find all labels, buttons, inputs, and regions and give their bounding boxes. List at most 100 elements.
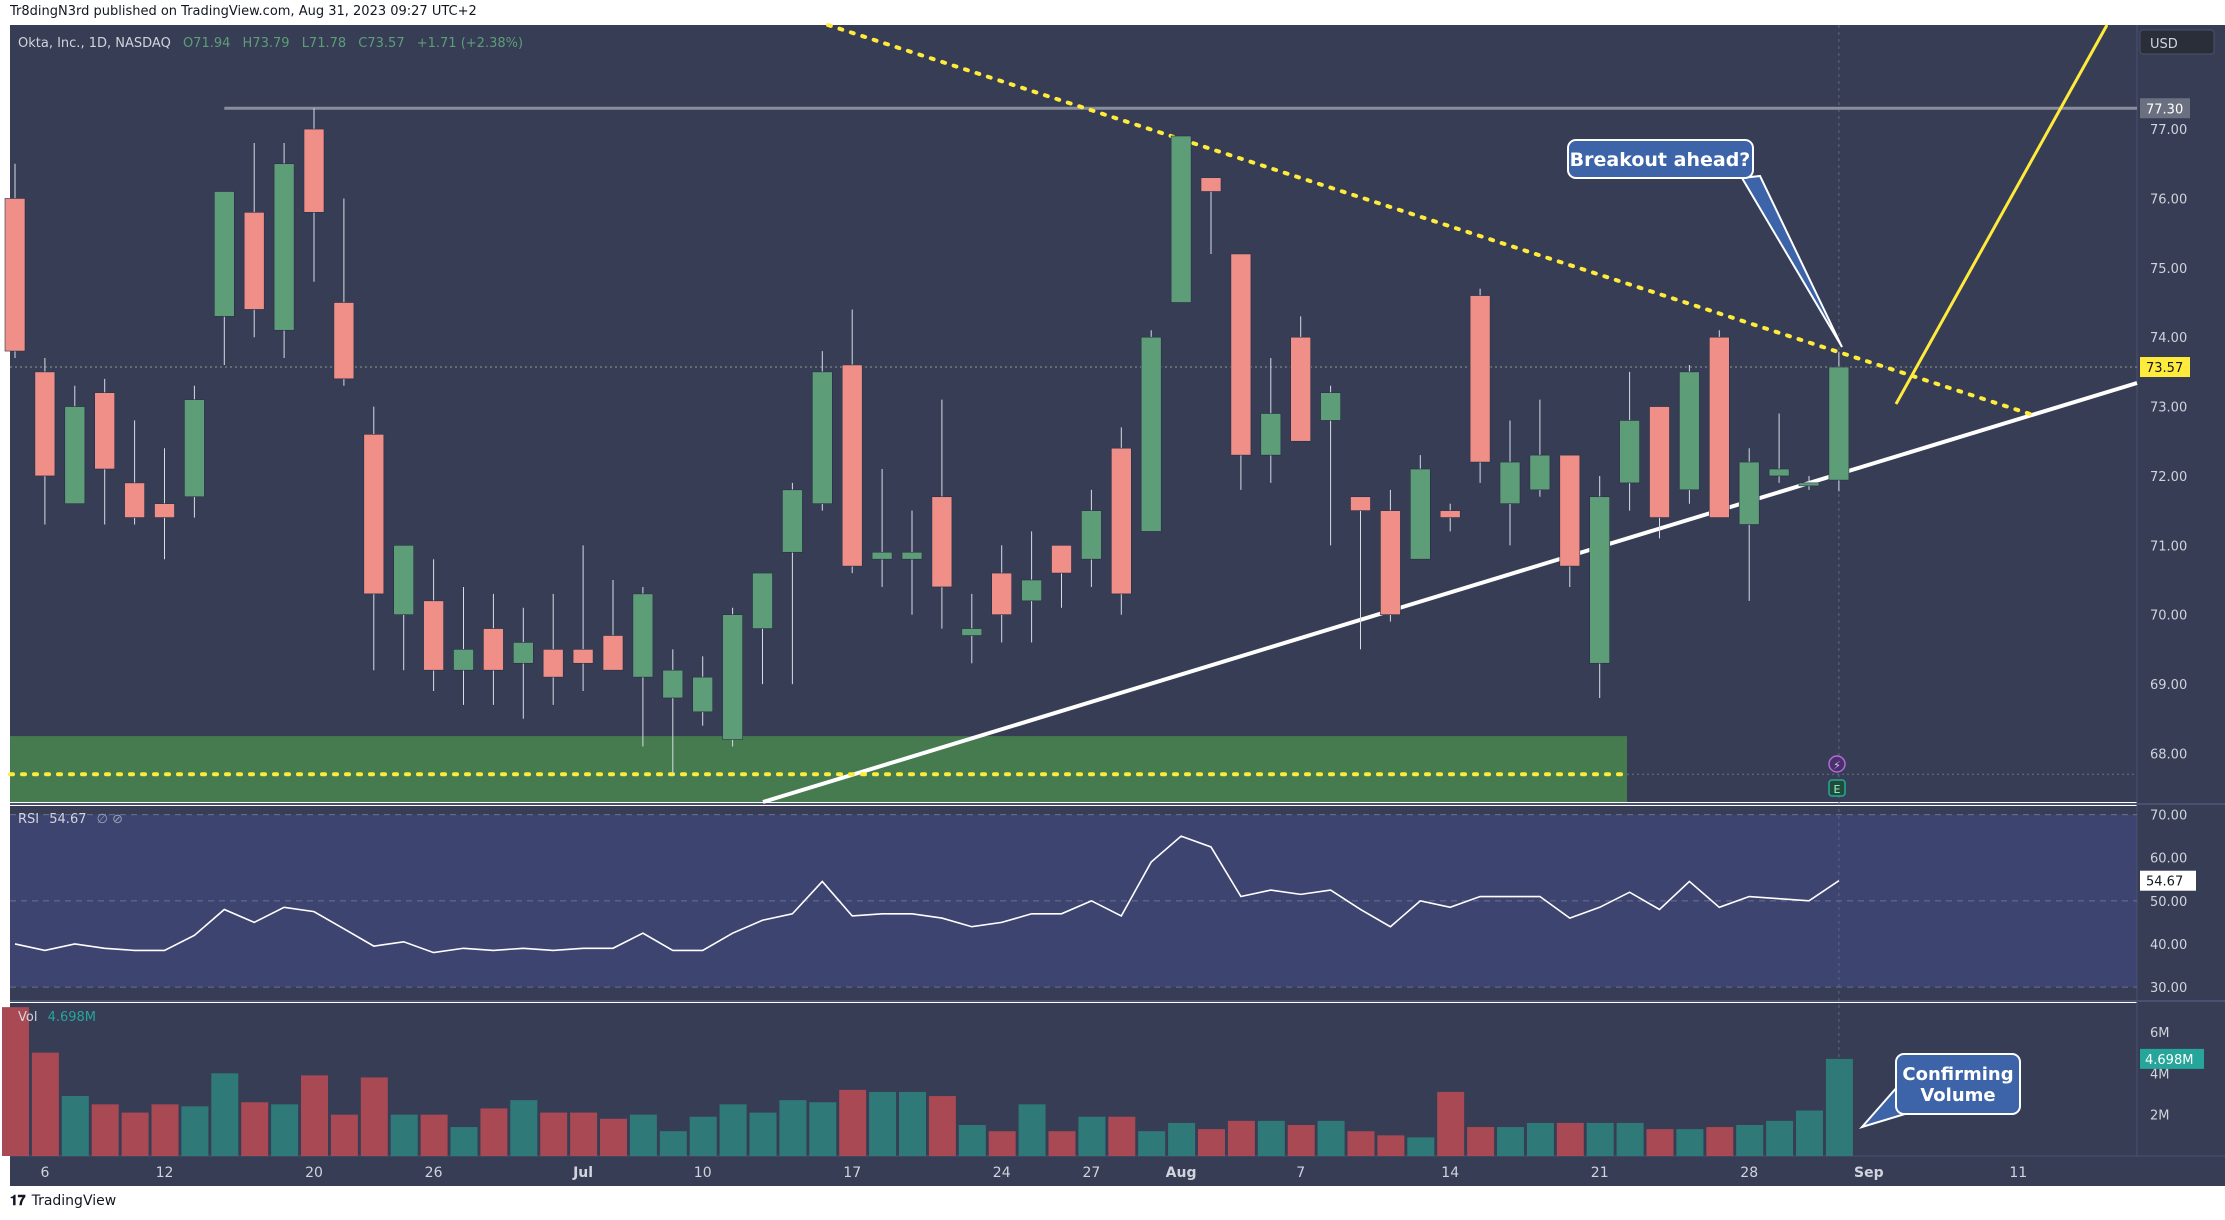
price-tick-label: 74.00 bbox=[2150, 331, 2187, 346]
candle[interactable] bbox=[692, 676, 714, 713]
volume-bar bbox=[540, 1112, 568, 1156]
tradingview-brand: TradingView bbox=[31, 1193, 117, 1209]
candle[interactable] bbox=[273, 163, 295, 331]
candle[interactable] bbox=[722, 614, 743, 740]
candle[interactable] bbox=[1410, 468, 1431, 560]
candle[interactable] bbox=[333, 302, 355, 380]
candle[interactable] bbox=[961, 628, 983, 636]
candle[interactable] bbox=[1170, 135, 1192, 303]
candle[interactable] bbox=[423, 600, 444, 671]
candle[interactable] bbox=[1828, 366, 1850, 481]
volume-bar bbox=[390, 1114, 418, 1156]
candle[interactable] bbox=[1380, 510, 1401, 615]
volume-text-1: Confirming bbox=[1902, 1064, 2013, 1085]
earnings-marker-icon[interactable] bbox=[1828, 779, 1846, 797]
candle[interactable] bbox=[901, 551, 923, 560]
candle[interactable] bbox=[34, 371, 56, 477]
candle[interactable] bbox=[1320, 392, 1341, 421]
price-axis bbox=[2137, 25, 2225, 1156]
candle[interactable] bbox=[1230, 253, 1252, 456]
candle[interactable] bbox=[1738, 461, 1760, 525]
price-tick-label: 68.00 bbox=[2150, 747, 2187, 762]
time-tick-label: 12 bbox=[156, 1165, 174, 1181]
volume-bar bbox=[271, 1104, 299, 1156]
candle[interactable] bbox=[184, 399, 205, 498]
candle[interactable] bbox=[1260, 413, 1282, 456]
candle[interactable] bbox=[1589, 496, 1610, 664]
candle[interactable] bbox=[1439, 510, 1461, 518]
candle[interactable] bbox=[154, 503, 175, 518]
candle[interactable] bbox=[752, 572, 773, 629]
candle[interactable] bbox=[303, 128, 325, 213]
candle[interactable] bbox=[991, 572, 1013, 615]
price-pane bbox=[10, 25, 2137, 802]
volume-bar bbox=[510, 1100, 538, 1156]
candle[interactable] bbox=[841, 364, 863, 567]
candle[interactable] bbox=[662, 669, 684, 699]
candle[interactable] bbox=[363, 434, 385, 595]
volume-bar bbox=[1078, 1116, 1106, 1156]
candle[interactable] bbox=[1290, 336, 1311, 442]
candle[interactable] bbox=[871, 551, 893, 560]
candle[interactable] bbox=[632, 593, 654, 678]
candle[interactable] bbox=[1051, 545, 1072, 574]
svg-text:RSI 54.67 ∅ ⊘: RSI 54.67 ∅ ⊘ bbox=[18, 812, 123, 827]
volume-bar bbox=[1796, 1110, 1823, 1156]
candle[interactable] bbox=[782, 489, 803, 553]
candle[interactable] bbox=[393, 545, 415, 615]
candle[interactable] bbox=[453, 649, 474, 671]
candle[interactable] bbox=[4, 198, 26, 352]
candle[interactable] bbox=[1529, 454, 1551, 491]
volume-bar bbox=[1526, 1122, 1554, 1156]
volume-bar bbox=[1377, 1135, 1405, 1156]
volume-bar bbox=[1556, 1122, 1584, 1156]
candle[interactable] bbox=[1768, 468, 1790, 477]
candle[interactable] bbox=[483, 628, 504, 671]
time-tick-label: 17 bbox=[843, 1165, 861, 1181]
volume-bar bbox=[241, 1102, 269, 1156]
time-tick-label: 6 bbox=[40, 1165, 49, 1181]
volume-bar bbox=[809, 1102, 837, 1156]
candle[interactable] bbox=[572, 649, 594, 664]
candle[interactable] bbox=[214, 191, 235, 317]
price-tick-label: 75.00 bbox=[2150, 262, 2187, 277]
price-tick-label: 72.00 bbox=[2150, 470, 2187, 485]
candle[interactable] bbox=[1140, 336, 1162, 532]
time-tick-label: 20 bbox=[305, 1165, 323, 1181]
candle[interactable] bbox=[1021, 579, 1042, 602]
candle[interactable] bbox=[243, 212, 265, 310]
volume-bar bbox=[181, 1106, 209, 1156]
rsi-label: RSI bbox=[18, 812, 39, 827]
currency-button[interactable] bbox=[2139, 29, 2215, 55]
vol-tick-label: 4M bbox=[2150, 1067, 2170, 1082]
price-tick-label: 71.00 bbox=[2150, 539, 2187, 554]
candle[interactable] bbox=[1679, 371, 1700, 491]
volume-bar bbox=[928, 1096, 956, 1156]
dividend-marker-icon[interactable] bbox=[1828, 755, 1846, 773]
candle[interactable] bbox=[1619, 420, 1640, 484]
volume-bar bbox=[1257, 1120, 1285, 1156]
time-tick-label: 21 bbox=[1591, 1165, 1609, 1181]
candle[interactable] bbox=[811, 371, 833, 504]
candle[interactable] bbox=[1081, 510, 1102, 560]
candle[interactable] bbox=[602, 635, 624, 671]
candle[interactable] bbox=[1649, 406, 1670, 518]
candle[interactable] bbox=[542, 649, 564, 678]
candle[interactable] bbox=[931, 496, 953, 588]
candle[interactable] bbox=[1559, 454, 1581, 567]
candle[interactable] bbox=[1499, 461, 1521, 504]
volume-bar bbox=[779, 1100, 807, 1156]
candle[interactable] bbox=[512, 642, 534, 664]
candle[interactable] bbox=[1200, 177, 1222, 192]
candle[interactable] bbox=[1709, 336, 1730, 518]
candle[interactable] bbox=[64, 406, 86, 504]
candle[interactable] bbox=[1798, 482, 1820, 487]
candle[interactable] bbox=[124, 482, 145, 518]
volume-bar bbox=[869, 1091, 897, 1156]
rsi-line bbox=[14, 835, 1840, 954]
candle[interactable] bbox=[1469, 295, 1491, 463]
candle[interactable] bbox=[1350, 496, 1371, 511]
candle[interactable] bbox=[1111, 447, 1132, 595]
candle[interactable] bbox=[94, 392, 115, 470]
